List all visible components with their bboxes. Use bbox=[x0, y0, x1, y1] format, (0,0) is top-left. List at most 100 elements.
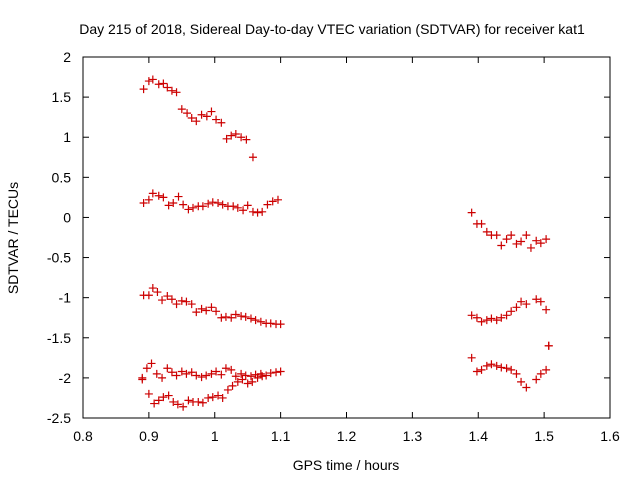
data-point-marker bbox=[182, 297, 191, 306]
data-point-marker bbox=[258, 372, 267, 381]
data-point-marker bbox=[204, 393, 213, 402]
data-point-marker bbox=[258, 207, 267, 216]
data-point-marker bbox=[487, 314, 496, 323]
data-point-marker bbox=[177, 105, 186, 114]
data-point-marker bbox=[242, 135, 251, 144]
data-point-marker bbox=[144, 291, 153, 300]
data-point-marker bbox=[198, 202, 207, 211]
data-point-marker bbox=[227, 365, 236, 374]
data-point-marker bbox=[169, 397, 178, 406]
data-point-marker bbox=[241, 371, 250, 380]
data-point-marker bbox=[163, 364, 172, 373]
data-point-marker bbox=[512, 369, 521, 378]
y-tick-label: -0.5 bbox=[47, 250, 71, 266]
x-tick-label: 1.2 bbox=[337, 428, 357, 444]
data-point-marker bbox=[227, 313, 236, 322]
x-tick-label: 1 bbox=[211, 428, 219, 444]
data-point-marker bbox=[522, 383, 531, 392]
x-tick-label: 1.5 bbox=[534, 428, 554, 444]
data-point-marker bbox=[536, 239, 545, 248]
data-point-marker bbox=[272, 368, 281, 377]
data-point-marker bbox=[163, 292, 172, 301]
data-point-marker bbox=[542, 365, 551, 374]
y-tick-label: -1.5 bbox=[47, 330, 71, 346]
data-point-marker bbox=[159, 79, 168, 88]
data-point-marker bbox=[169, 199, 178, 208]
data-point-marker bbox=[229, 202, 238, 211]
data-point-marker bbox=[497, 363, 506, 372]
y-tick-label: 2 bbox=[63, 49, 71, 65]
data-point-marker bbox=[212, 115, 221, 124]
data-point-marker bbox=[164, 201, 173, 210]
data-point-marker bbox=[467, 311, 476, 320]
y-tick-label: 0 bbox=[63, 209, 71, 225]
data-point-marker bbox=[147, 359, 156, 368]
data-point-marker bbox=[148, 75, 157, 84]
data-point-marker bbox=[237, 312, 246, 321]
data-point-marker bbox=[179, 200, 188, 209]
data-point-marker bbox=[212, 307, 221, 316]
data-point-marker bbox=[214, 199, 223, 208]
data-point-marker bbox=[482, 227, 491, 236]
data-point-marker bbox=[197, 110, 206, 119]
data-point-marker bbox=[238, 375, 247, 384]
data-point-marker bbox=[222, 134, 231, 143]
data-point-marker bbox=[221, 312, 230, 321]
data-point-marker bbox=[241, 312, 250, 321]
data-point-marker bbox=[159, 193, 168, 202]
plot-frame bbox=[82, 56, 611, 419]
data-point-marker bbox=[150, 399, 159, 408]
data-point-marker bbox=[172, 371, 181, 380]
data-point-marker bbox=[517, 377, 526, 386]
x-tick-label: 1.3 bbox=[403, 428, 423, 444]
data-point-marker bbox=[194, 397, 203, 406]
x-tick-label: 1.1 bbox=[271, 428, 291, 444]
data-point-marker bbox=[507, 365, 516, 374]
data-point-marker bbox=[167, 368, 176, 377]
data-point-marker bbox=[154, 191, 163, 200]
data-point-marker bbox=[262, 371, 271, 380]
data-point-marker bbox=[522, 231, 531, 240]
data-point-marker bbox=[253, 373, 262, 382]
data-point-marker bbox=[208, 393, 217, 402]
data-point-marker bbox=[142, 364, 151, 373]
data-point-marker bbox=[173, 400, 182, 409]
data-point-marker bbox=[192, 308, 201, 317]
data-point-marker bbox=[231, 310, 240, 319]
data-point-marker bbox=[256, 317, 265, 326]
data-point-marker bbox=[482, 361, 491, 370]
data-point-marker bbox=[217, 370, 226, 379]
data-point-marker bbox=[492, 361, 501, 370]
data-point-marker bbox=[152, 369, 161, 378]
data-point-marker bbox=[192, 117, 201, 126]
data-point-marker bbox=[207, 107, 216, 116]
data-point-marker bbox=[517, 297, 526, 306]
data-point-marker bbox=[243, 379, 252, 388]
data-point-marker bbox=[184, 205, 193, 214]
data-point-marker bbox=[231, 130, 240, 139]
data-point-marker bbox=[522, 300, 531, 309]
data-point-marker bbox=[502, 235, 511, 244]
data-point-marker bbox=[159, 393, 168, 402]
data-point-marker bbox=[221, 364, 230, 373]
data-point-marker bbox=[187, 300, 196, 309]
data-point-marker bbox=[218, 393, 227, 402]
data-point-marker bbox=[208, 198, 217, 207]
data-point-marker bbox=[174, 192, 183, 201]
x-tick-label: 0.9 bbox=[139, 428, 159, 444]
data-point-marker bbox=[482, 316, 491, 325]
data-point-marker bbox=[517, 237, 526, 246]
data-point-marker bbox=[526, 243, 535, 252]
data-point-marker bbox=[233, 377, 242, 386]
data-point-marker bbox=[183, 109, 192, 118]
y-axis: 2 1.5 1 0.5 0 -0.5 -1 -1.5 -2 -2.5 bbox=[47, 49, 610, 426]
data-point-marker bbox=[207, 303, 216, 312]
data-point-marker bbox=[197, 304, 206, 313]
data-point-marker bbox=[182, 369, 191, 378]
data-point-marker bbox=[139, 85, 148, 94]
data-point-marker bbox=[246, 372, 255, 381]
data-point-marker bbox=[237, 369, 246, 378]
data-point-marker bbox=[154, 80, 163, 89]
data-point-marker bbox=[167, 295, 176, 304]
data-point-marker bbox=[138, 373, 147, 382]
